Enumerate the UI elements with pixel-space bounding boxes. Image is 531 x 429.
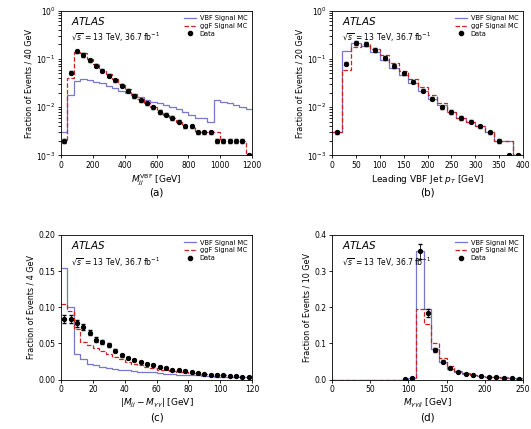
Text: $\sqrt{s}$ = 13 TeV, 36.7 fb$^{-1}$: $\sqrt{s}$ = 13 TeV, 36.7 fb$^{-1}$: [341, 255, 431, 269]
Text: (d): (d): [420, 412, 435, 422]
X-axis label: $M_{jj}^{\mathrm{VBF}}$ [GeV]: $M_{jj}^{\mathrm{VBF}}$ [GeV]: [131, 173, 182, 188]
Text: $\it{ATLAS}$: $\it{ATLAS}$: [71, 15, 106, 27]
Text: $\it{ATLAS}$: $\it{ATLAS}$: [341, 239, 377, 251]
Text: $\sqrt{s}$ = 13 TeV, 36.7 fb$^{-1}$: $\sqrt{s}$ = 13 TeV, 36.7 fb$^{-1}$: [341, 31, 431, 44]
Text: (c): (c): [150, 412, 164, 422]
Text: $\sqrt{s}$ = 13 TeV, 36.7 fb$^{-1}$: $\sqrt{s}$ = 13 TeV, 36.7 fb$^{-1}$: [71, 255, 160, 269]
Text: $\sqrt{s}$ = 13 TeV, 36.7 fb$^{-1}$: $\sqrt{s}$ = 13 TeV, 36.7 fb$^{-1}$: [71, 31, 160, 44]
Text: (a): (a): [149, 188, 164, 198]
Y-axis label: Fraction of Events / 40 GeV: Fraction of Events / 40 GeV: [24, 29, 33, 138]
X-axis label: $M_{\gamma\gamma jj}$ [GeV]: $M_{\gamma\gamma jj}$ [GeV]: [403, 397, 452, 410]
Text: $\it{ATLAS}$: $\it{ATLAS}$: [71, 239, 106, 251]
X-axis label: $|M_{jj}-M_{\gamma\gamma}|$ [GeV]: $|M_{jj}-M_{\gamma\gamma}|$ [GeV]: [119, 397, 193, 410]
Text: (b): (b): [420, 188, 435, 198]
Y-axis label: Fraction of Events / 20 GeV: Fraction of Events / 20 GeV: [296, 28, 304, 138]
Legend: VBF Signal MC, ggF Signal MC, Data: VBF Signal MC, ggF Signal MC, Data: [452, 237, 521, 264]
X-axis label: Leading VBF Jet $p_{T}$ [GeV]: Leading VBF Jet $p_{T}$ [GeV]: [371, 173, 484, 186]
Text: $\it{ATLAS}$: $\it{ATLAS}$: [341, 15, 377, 27]
Legend: VBF Signal MC, ggF Signal MC, Data: VBF Signal MC, ggF Signal MC, Data: [182, 13, 250, 39]
Legend: VBF Signal MC, ggF Signal MC, Data: VBF Signal MC, ggF Signal MC, Data: [452, 13, 521, 39]
Y-axis label: Fraction of Events / 10 GeV: Fraction of Events / 10 GeV: [303, 253, 312, 362]
Legend: VBF Signal MC, ggF Signal MC, Data: VBF Signal MC, ggF Signal MC, Data: [182, 237, 250, 264]
Y-axis label: Fraction of Events / 4 GeV: Fraction of Events / 4 GeV: [27, 255, 36, 360]
